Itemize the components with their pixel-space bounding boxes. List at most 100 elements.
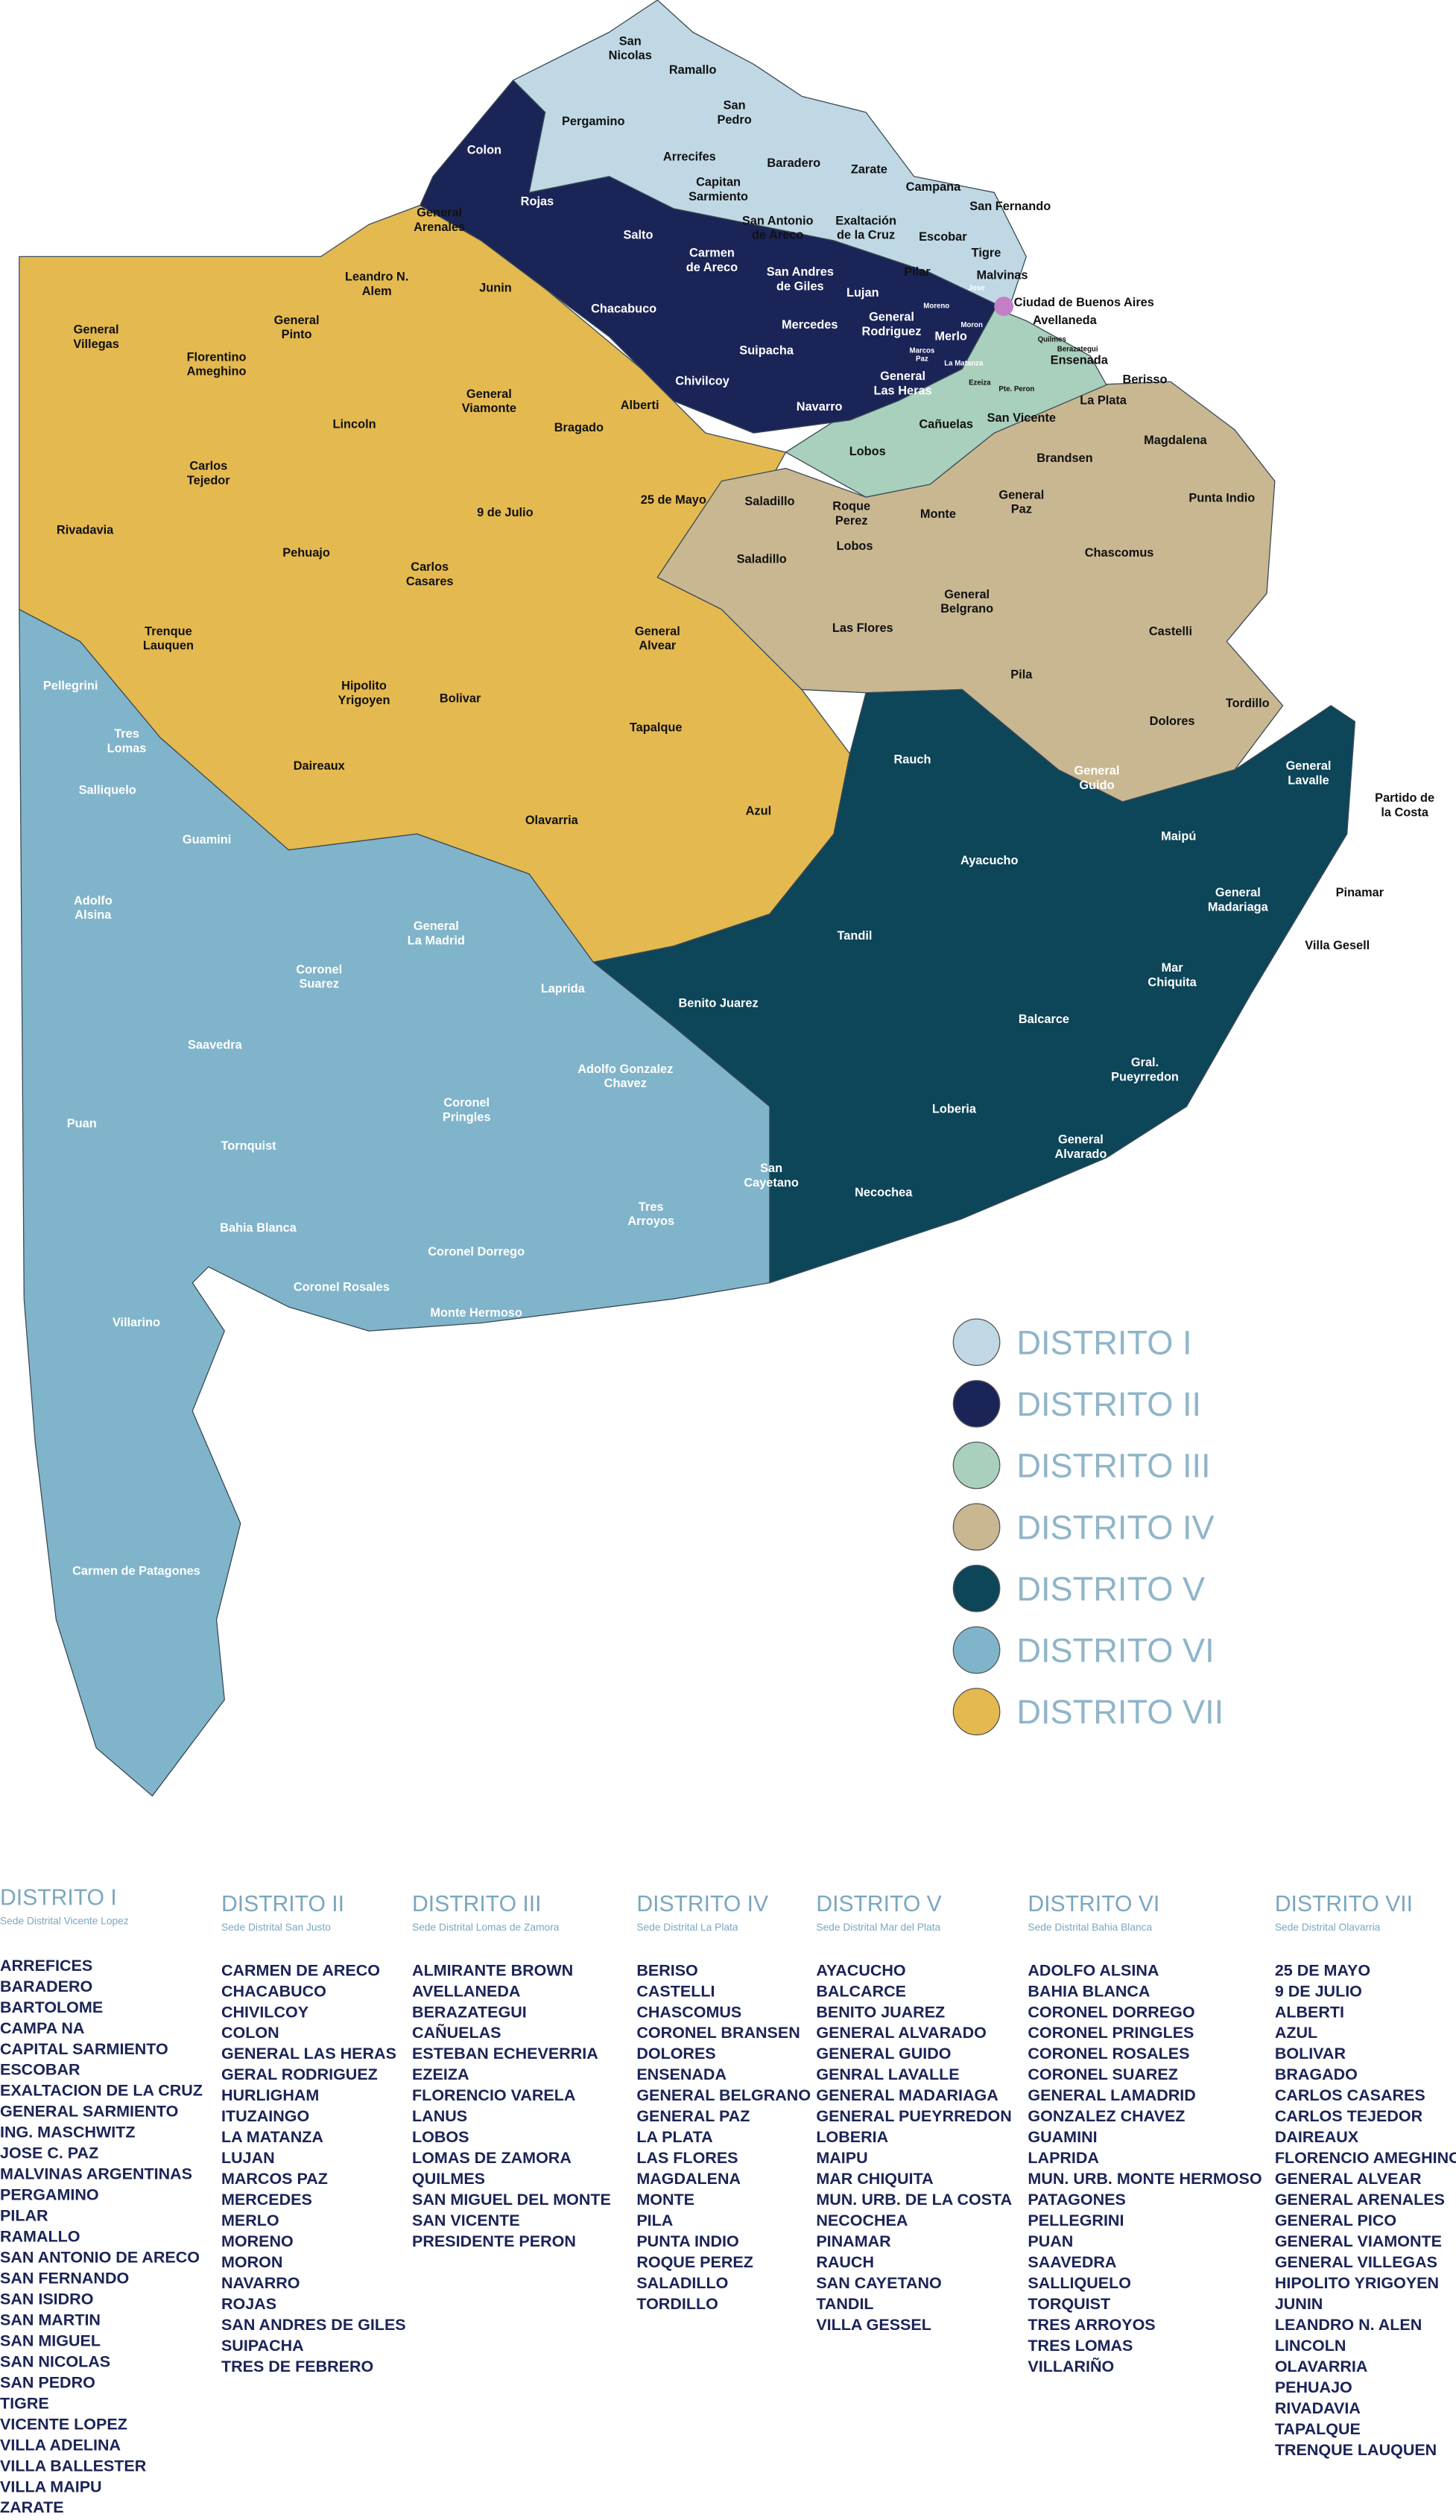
region-distrito-v [592,688,1356,1284]
list-item: SAN VICENTE [412,2212,520,2229]
map-label-line: Gral. [1131,1056,1159,1069]
map-label: Escobar [919,230,967,244]
map-label: Quilmes [1038,335,1066,344]
legend-label: DISTRITO II [1016,1385,1201,1423]
map-label-line: Jose [969,285,986,293]
list-item: TRES LOMAS [1028,2337,1133,2355]
map-label-line: San Antonio [742,214,814,227]
list-item: GENERAL MADARIAGA [816,2086,998,2104]
list-item: NAVARRO [221,2274,300,2292]
list-item: CORONEL BRANSEN [636,2024,800,2042]
list-item: ING. MASCHWITZ [0,2124,136,2141]
map-label: Carlos Casares [406,560,454,588]
map-label-line: Coronel [443,1096,490,1109]
list-item: ROQUE PEREZ [636,2253,753,2271]
map-label: Marcos Paz [909,347,934,364]
list-item: VICENTE LOPEZ [0,2415,127,2433]
map-label: Castelli [1149,624,1192,638]
map-label-line: General [635,624,680,638]
map-label: General Alvear [635,624,680,652]
list-item: MUN. URB. DE LA COSTA [816,2191,1012,2209]
list-item: ESTEBAN ECHEVERRIA [412,2045,598,2062]
list-subtitle: Sede Distrital La Plata [636,1922,738,1933]
list-item: ALMIRANTE BROWN [412,1961,573,1979]
list-item: VILLA ADELINA [0,2436,121,2454]
list-item: JOSE C. PAZ [0,2144,98,2162]
list-item: GENRAL LAVALLE [816,2065,959,2083]
map-label-line: Hipolito [341,679,387,692]
map-label: General Pinto [274,314,320,341]
map-label-line: Tornquist [221,1139,276,1153]
legend-swatch [952,1441,1001,1489]
map-label: General Alvarado [1054,1133,1107,1160]
list-item: FLORENCIO VARELA [412,2086,575,2104]
map-label-line: Bahia Blanca [220,1221,297,1235]
map-label: La Plata [1080,393,1127,407]
list-item: LOMAS DE ZAMORA [412,2149,572,2167]
list-item: EZEIZA [412,2065,469,2083]
map-label-line: San [760,1162,782,1175]
list-item: MAR CHIQUITA [816,2170,933,2188]
map-label-line: Junin [479,282,512,295]
list-item: TIGRE [0,2394,49,2412]
map-label: Daireaux [294,759,345,773]
list-item: GENERAL GUIDO [816,2045,951,2062]
map-label-line: Chiquita [1148,976,1197,990]
map-label: Tigre [972,246,1001,259]
list-title: DISTRITO IV [636,1892,768,1916]
map-label-line: Tres [639,1200,664,1214]
map-label-line: 25 de Mayo [641,493,706,507]
map-label-line: Pte. Peron [998,385,1034,393]
map-label-line: Monte Hermoso [430,1306,522,1320]
map-label: Adolfo Alsina [74,894,113,922]
map-label-line: Chascomus [1085,546,1154,560]
map-label: Roque Perez [832,499,870,527]
legend-swatch [952,1564,1001,1612]
map-label: Pila [1010,668,1033,681]
map-label-line: Adolfo [74,894,113,908]
map-label: Partido de la Costa [1375,791,1434,819]
list-item: GENERAL BELGRANO [636,2086,811,2104]
map-label-line: Pueyrredon [1111,1071,1179,1084]
list-item: SAN ANDRES DE GILES [221,2316,406,2334]
map-label-line: Moreno [923,302,949,310]
map-label-line: Nicolas [609,49,652,63]
map-label-line: 9 de Julio [477,506,533,519]
map-label: Coronel Suarez [296,963,342,990]
map-label-line: Partido de [1375,791,1434,805]
map-label-line: La Plata [1080,393,1127,407]
list-item: LINCOLN [1275,2337,1346,2355]
list-item: GENERAL VILLEGAS [1275,2253,1437,2271]
list-title: DISTRITO I [0,1886,117,1910]
map-label-line: Alvarado [1054,1147,1107,1161]
map-label: Tandil [838,929,873,943]
map-label: Junin [479,282,512,295]
map-label-line: General [74,323,119,337]
map-label: San Vicente [987,411,1056,425]
list-item: DAIREAUX [1275,2128,1359,2146]
list-item: SAN CAYETANO [816,2274,941,2292]
map-label: San Fernando [969,200,1051,213]
map-label-line: Ameghino [187,365,247,379]
list-item: LA PLATA [636,2128,712,2146]
list-item: PRESIDENTE PERON [412,2232,576,2250]
list-item: PILA [636,2212,673,2229]
list-subtitle: Sede Distrital Olavarria [1275,1922,1381,1933]
map-label-line: Villegas [73,338,118,351]
list-subtitle: Sede Distrital Bahia Blanca [1028,1922,1152,1933]
list-item: RIVADAVIA [1275,2399,1361,2417]
list-item: CAMPA NA [0,2019,84,2037]
map-label-line: Bragado [554,421,604,434]
list-item: GUAMINI [1028,2128,1097,2146]
list-item: BENITO JUAREZ [816,2003,945,2021]
map-label: San Andres de Giles [767,265,834,293]
map-label-line: Mercedes [782,318,838,332]
map-label: Laprida [541,982,586,995]
map-label-line: Lomas [107,741,147,755]
legend-swatch [952,1626,1001,1674]
map-label-line: Tres [114,727,139,741]
legend-swatch [952,1688,1001,1735]
list-subtitle: Sede Distrital Vicente Lopez [0,1915,129,1926]
list-item: GENERAL ALVEAR [1275,2170,1422,2188]
list-item: BERAZATEGUI [412,2003,527,2021]
